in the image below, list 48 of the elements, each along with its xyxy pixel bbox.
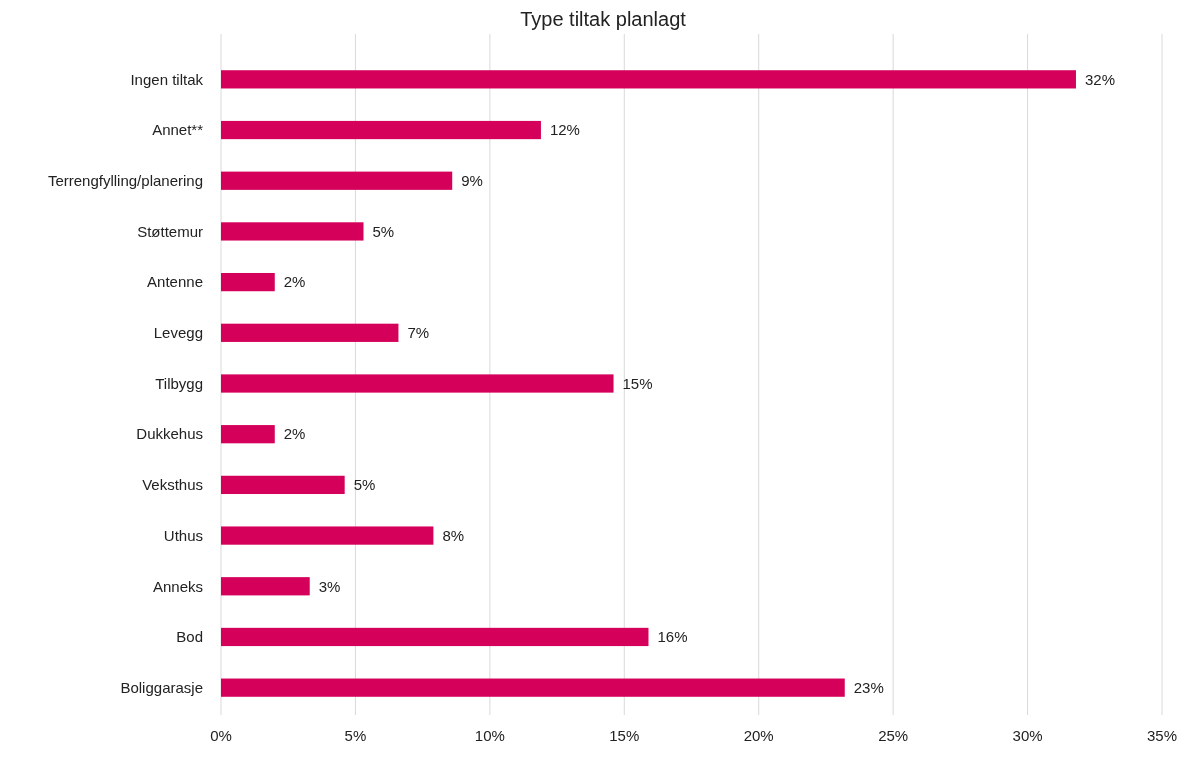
data-label: 5% [353, 476, 376, 494]
bar [221, 627, 649, 647]
data-label: 12% [549, 121, 580, 139]
bar [221, 70, 1076, 89]
data-label: 3% [318, 577, 341, 595]
chart-title: Type tiltak planlagt [520, 8, 687, 30]
y-tick-label: Boliggarasje [120, 678, 203, 696]
x-tick-label: 5% [344, 727, 367, 744]
y-tick-label: Antenne [147, 273, 203, 291]
y-tick-label: Bod [176, 628, 203, 646]
x-tick-label: 20% [743, 727, 774, 744]
y-tick-label: Terrengfylling/planering [47, 171, 203, 189]
data-label: 8% [442, 526, 465, 544]
y-tick-label: Uthus [163, 526, 203, 544]
y-tick-label: Dukkehus [136, 425, 203, 443]
y-tick-label: Annet** [152, 121, 204, 139]
y-tick-label: Tilbygg [155, 374, 203, 392]
x-tick-label: 25% [878, 727, 909, 744]
x-tick-label: 15% [609, 727, 640, 744]
x-tick-label: 10% [474, 727, 505, 744]
bar [221, 678, 845, 697]
bar [221, 577, 310, 596]
data-label: 32% [1084, 70, 1115, 88]
y-tick-label: Ingen tiltak [130, 70, 204, 88]
data-label: 15% [622, 374, 653, 392]
x-tick-label: 35% [1146, 727, 1178, 744]
data-label: 7% [407, 324, 430, 342]
bar [221, 272, 275, 292]
bar [221, 425, 275, 444]
data-label: 16% [657, 628, 688, 646]
data-label: 9% [461, 171, 483, 189]
x-tick-label: 30% [1012, 727, 1043, 744]
y-tick-label: Veksthus [142, 476, 203, 494]
bar [221, 120, 541, 140]
bar [221, 374, 614, 393]
data-label: 23% [853, 678, 884, 696]
y-tick-label: Levegg [153, 324, 203, 342]
data-label: 5% [372, 222, 395, 240]
data-label: 2% [283, 425, 306, 443]
y-tick-label: Støttemur [137, 222, 203, 240]
data-label: 2% [283, 273, 306, 291]
bar [221, 475, 345, 495]
x-tick-label: 0% [210, 727, 232, 744]
y-tick-label: Anneks [152, 577, 203, 595]
bar [221, 526, 434, 545]
bar [221, 222, 364, 241]
bar [221, 323, 399, 342]
bar [221, 171, 453, 190]
